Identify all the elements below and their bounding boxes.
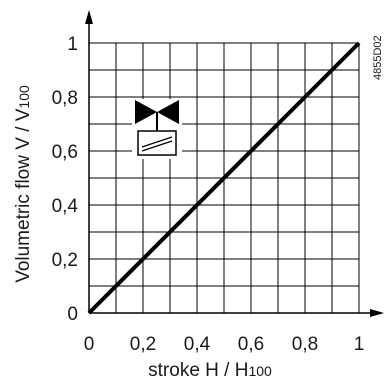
x-tick-label: 0,2 xyxy=(130,334,156,355)
chart-axes xyxy=(85,10,384,317)
y-axis-label: Volumetric flow V / V100 xyxy=(13,85,34,283)
x-tick-label: 1 xyxy=(354,334,365,355)
tick-labels: 0 0,2 0,4 0,6 0,8 1 0 0,2 0,4 0,6 0,8 1 xyxy=(52,34,365,355)
y-tick-label: 1 xyxy=(67,34,78,55)
x-axis-arrow xyxy=(370,309,384,317)
figure-code: 4855D02 xyxy=(372,35,384,80)
x-tick-label: 0,6 xyxy=(238,334,264,355)
y-tick-label: 0,4 xyxy=(52,196,79,217)
y-tick-label: 0,6 xyxy=(52,142,78,163)
y-axis-arrow xyxy=(85,10,93,24)
x-tick-label: 0 xyxy=(84,334,95,355)
y-tick-label: 0 xyxy=(67,304,78,325)
x-tick-label: 0,4 xyxy=(184,334,211,355)
x-tick-label: 0,8 xyxy=(292,334,318,355)
series-line xyxy=(87,41,361,315)
valve-actuator-icon xyxy=(132,99,182,159)
y-tick-label: 0,8 xyxy=(52,88,78,109)
x-axis-label: stroke H / H100 xyxy=(148,360,272,381)
y-tick-label: 0,2 xyxy=(52,250,78,271)
chart-series xyxy=(87,41,361,315)
